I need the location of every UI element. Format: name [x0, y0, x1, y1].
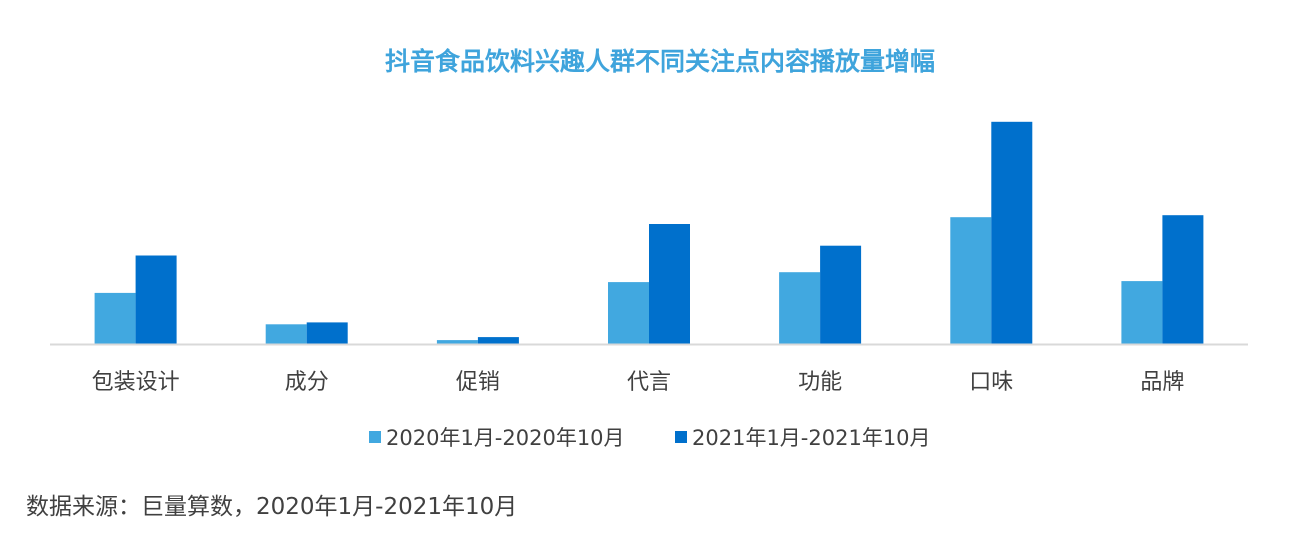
bar-1-2 — [265, 324, 307, 344]
x-tick-label: 品牌 — [1140, 370, 1184, 395]
bar-1-5 — [779, 272, 821, 344]
legend-label-1: 2020年1月-2020年10月 — [386, 426, 625, 450]
bar-2-7 — [1162, 215, 1204, 344]
chart-title: 抖音食品饮料兴趣人群不同关注点内容播放量增幅 — [385, 47, 935, 76]
x-tick-label: 代言 — [627, 370, 671, 395]
bar-1-7 — [1121, 281, 1163, 344]
legend-swatch-2 — [675, 431, 687, 443]
source-note: 数据来源：巨量算数，2020年1月-2021年10月 — [26, 494, 518, 520]
x-tick-label: 功能 — [798, 370, 842, 395]
x-tick-label: 成分 — [285, 370, 329, 395]
legend: 2020年1月-2020年10月 2021年1月-2021年10月 — [369, 426, 931, 450]
bars-group — [94, 121, 1204, 344]
legend-swatch-1 — [369, 431, 381, 443]
x-tick-label: 促销 — [456, 370, 500, 395]
x-tick-label: 口味 — [969, 370, 1013, 395]
bar-2-5 — [820, 245, 862, 344]
bar-2-4 — [649, 224, 690, 344]
legend-label-2: 2021年1月-2021年10月 — [692, 426, 931, 450]
bar-1-6 — [950, 217, 992, 344]
bar-2-3 — [477, 337, 519, 344]
x-tick-labels: 包装设计 成分 促销 代言 功能 口味 品牌 — [92, 370, 1185, 395]
bar-1-4 — [608, 282, 649, 344]
x-tick-label: 包装设计 — [92, 370, 180, 395]
bar-1-1 — [94, 292, 136, 344]
bar-2-6 — [991, 121, 1033, 344]
bar-1-3 — [436, 340, 478, 344]
bar-2-2 — [306, 322, 348, 344]
bar-2-1 — [135, 255, 177, 344]
